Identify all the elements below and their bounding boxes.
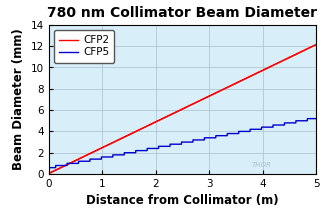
CFP5 [305,117,309,120]
CFP5 [47,166,51,169]
CFP2 [300,50,304,53]
Line: CFP2: CFP2 [49,45,316,174]
CFP2 [177,109,181,112]
CFP2 [314,43,318,46]
CFP5 [58,164,62,167]
CFP2 [63,164,67,167]
CFP5 [99,158,103,160]
CFP2 [58,167,62,170]
CFP5 [314,117,318,120]
Line: CFP5: CFP5 [49,119,316,168]
CFP2 [314,43,318,46]
Text: THOR: THOR [252,162,272,168]
Legend: CFP2, CFP5: CFP2, CFP5 [54,30,114,63]
X-axis label: Distance from Collimator (m): Distance from Collimator (m) [86,194,279,207]
Y-axis label: Beam Diameter (mm): Beam Diameter (mm) [12,29,25,170]
Title: 780 nm Collimator Beam Diameter: 780 nm Collimator Beam Diameter [47,6,318,20]
CFP5 [300,119,304,122]
CFP2 [47,172,51,175]
CFP5 [63,164,67,167]
CFP5 [48,166,52,169]
CFP5 [177,143,181,145]
CFP2 [99,147,103,149]
CFP2 [48,172,52,174]
